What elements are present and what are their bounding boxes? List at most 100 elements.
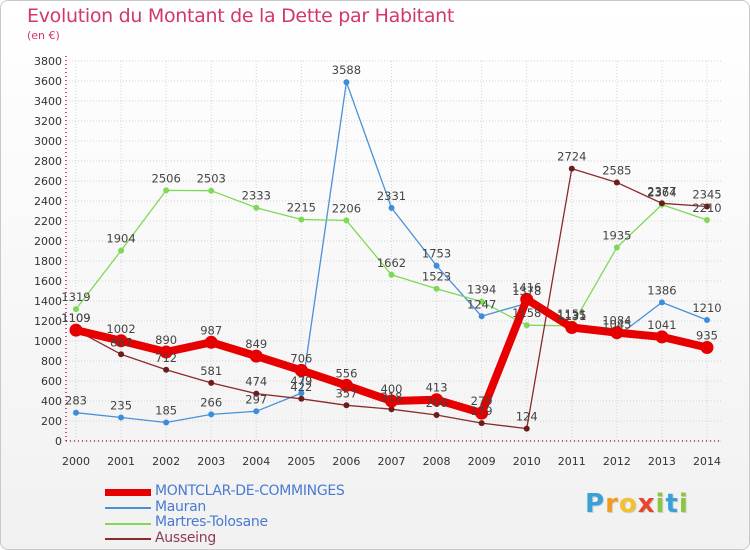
legend-swatch [105, 522, 151, 525]
data-label: 1319 [61, 290, 90, 304]
data-label: 2331 [377, 189, 406, 203]
data-point [565, 321, 579, 334]
data-point [700, 341, 714, 354]
data-label: 1210 [692, 301, 721, 315]
y-tick-label: 0 [55, 435, 62, 448]
x-tick-label: 2011 [558, 455, 586, 468]
data-point [433, 262, 440, 269]
data-label: 357 [335, 386, 357, 400]
data-point [294, 363, 308, 377]
data-point [298, 216, 305, 223]
data-label: 318 [381, 390, 403, 404]
data-label: 2377 [647, 184, 676, 198]
data-label: 3588 [332, 63, 361, 77]
data-point [118, 351, 125, 358]
y-tick-label: 3000 [34, 135, 62, 148]
x-tick-label: 2009 [468, 455, 496, 468]
data-point [118, 414, 125, 421]
legend-label: Mauran [155, 498, 206, 515]
y-tick-label: 1000 [34, 335, 62, 348]
data-point [478, 298, 485, 305]
data-label: 2210 [692, 201, 721, 215]
chart-subtitle: (en €) [27, 29, 60, 42]
x-tick-label: 2014 [693, 455, 721, 468]
y-tick-label: 3200 [34, 115, 62, 128]
data-point [433, 285, 440, 292]
y-tick-label: 800 [41, 355, 62, 368]
data-point [704, 317, 710, 323]
data-point [163, 366, 170, 373]
data-point [339, 378, 353, 392]
data-point [658, 299, 665, 306]
data-point [163, 419, 170, 426]
data-label: 185 [155, 404, 177, 418]
data-point [430, 393, 444, 407]
data-point [159, 345, 173, 359]
legend-label: MONTCLAR-DE-COMMINGES [155, 483, 345, 499]
data-point [163, 187, 170, 194]
data-label: 283 [65, 394, 87, 408]
data-label: 706 [290, 351, 312, 365]
data-label: 413 [426, 381, 448, 395]
x-tick-label: 2004 [242, 455, 270, 468]
data-label: 235 [110, 399, 132, 413]
data-label: 1109 [61, 311, 90, 325]
data-label: 260 [426, 396, 448, 410]
data-label: 890 [155, 333, 177, 347]
data-point [478, 313, 485, 320]
data-point [433, 412, 440, 418]
data-label: 2215 [287, 201, 316, 215]
data-label: 1045 [602, 318, 631, 332]
data-label: 1084 [602, 314, 631, 328]
data-label: 297 [245, 392, 267, 406]
data-point [704, 203, 710, 210]
y-tick-label: 1200 [34, 315, 62, 328]
data-point [523, 425, 530, 432]
logo-letter: x [637, 489, 656, 519]
data-label: 266 [200, 395, 222, 409]
data-point [298, 395, 305, 402]
y-tick-label: 1400 [34, 295, 62, 308]
data-label: 2364 [647, 186, 676, 200]
x-tick-label: 2002 [152, 455, 180, 468]
data-label: 1378 [512, 284, 541, 298]
x-tick-label: 2003 [197, 455, 225, 468]
data-point [343, 79, 350, 86]
data-point [478, 420, 485, 427]
x-tick-label: 2008 [423, 455, 451, 468]
y-tick-label: 3800 [34, 55, 62, 68]
y-tick-label: 3400 [34, 95, 62, 108]
data-label: 1158 [512, 306, 541, 320]
data-label: 849 [245, 337, 267, 351]
logo-letter: i [678, 489, 689, 519]
data-point [114, 334, 128, 348]
y-tick-label: 2200 [34, 215, 62, 228]
legend-label: Martres-Tolosane [155, 514, 268, 530]
data-label: 1247 [467, 297, 496, 311]
x-tick-label: 2000 [62, 455, 90, 468]
logo-letter: i [655, 489, 666, 519]
data-label: 479 [290, 374, 312, 388]
data-point [73, 306, 79, 313]
data-label: 279 [471, 394, 493, 408]
data-label: 867 [110, 335, 132, 349]
data-point [610, 326, 624, 340]
data-label: 1131 [557, 309, 586, 323]
x-tick-label: 2005 [287, 455, 315, 468]
data-point [118, 247, 125, 254]
x-tick-label: 2012 [603, 455, 631, 468]
data-point [343, 402, 350, 409]
data-point [208, 187, 215, 194]
data-point [388, 204, 395, 211]
data-label: 124 [516, 410, 538, 424]
y-tick-label: 2800 [34, 155, 62, 168]
data-point [253, 408, 260, 415]
data-point [69, 323, 83, 337]
data-point [658, 200, 665, 207]
data-label: 1416 [512, 280, 541, 294]
data-label: 1041 [647, 318, 676, 332]
data-point [253, 204, 260, 211]
data-point [388, 271, 395, 278]
y-tick-label: 2000 [34, 235, 62, 248]
data-label: 987 [200, 323, 222, 337]
